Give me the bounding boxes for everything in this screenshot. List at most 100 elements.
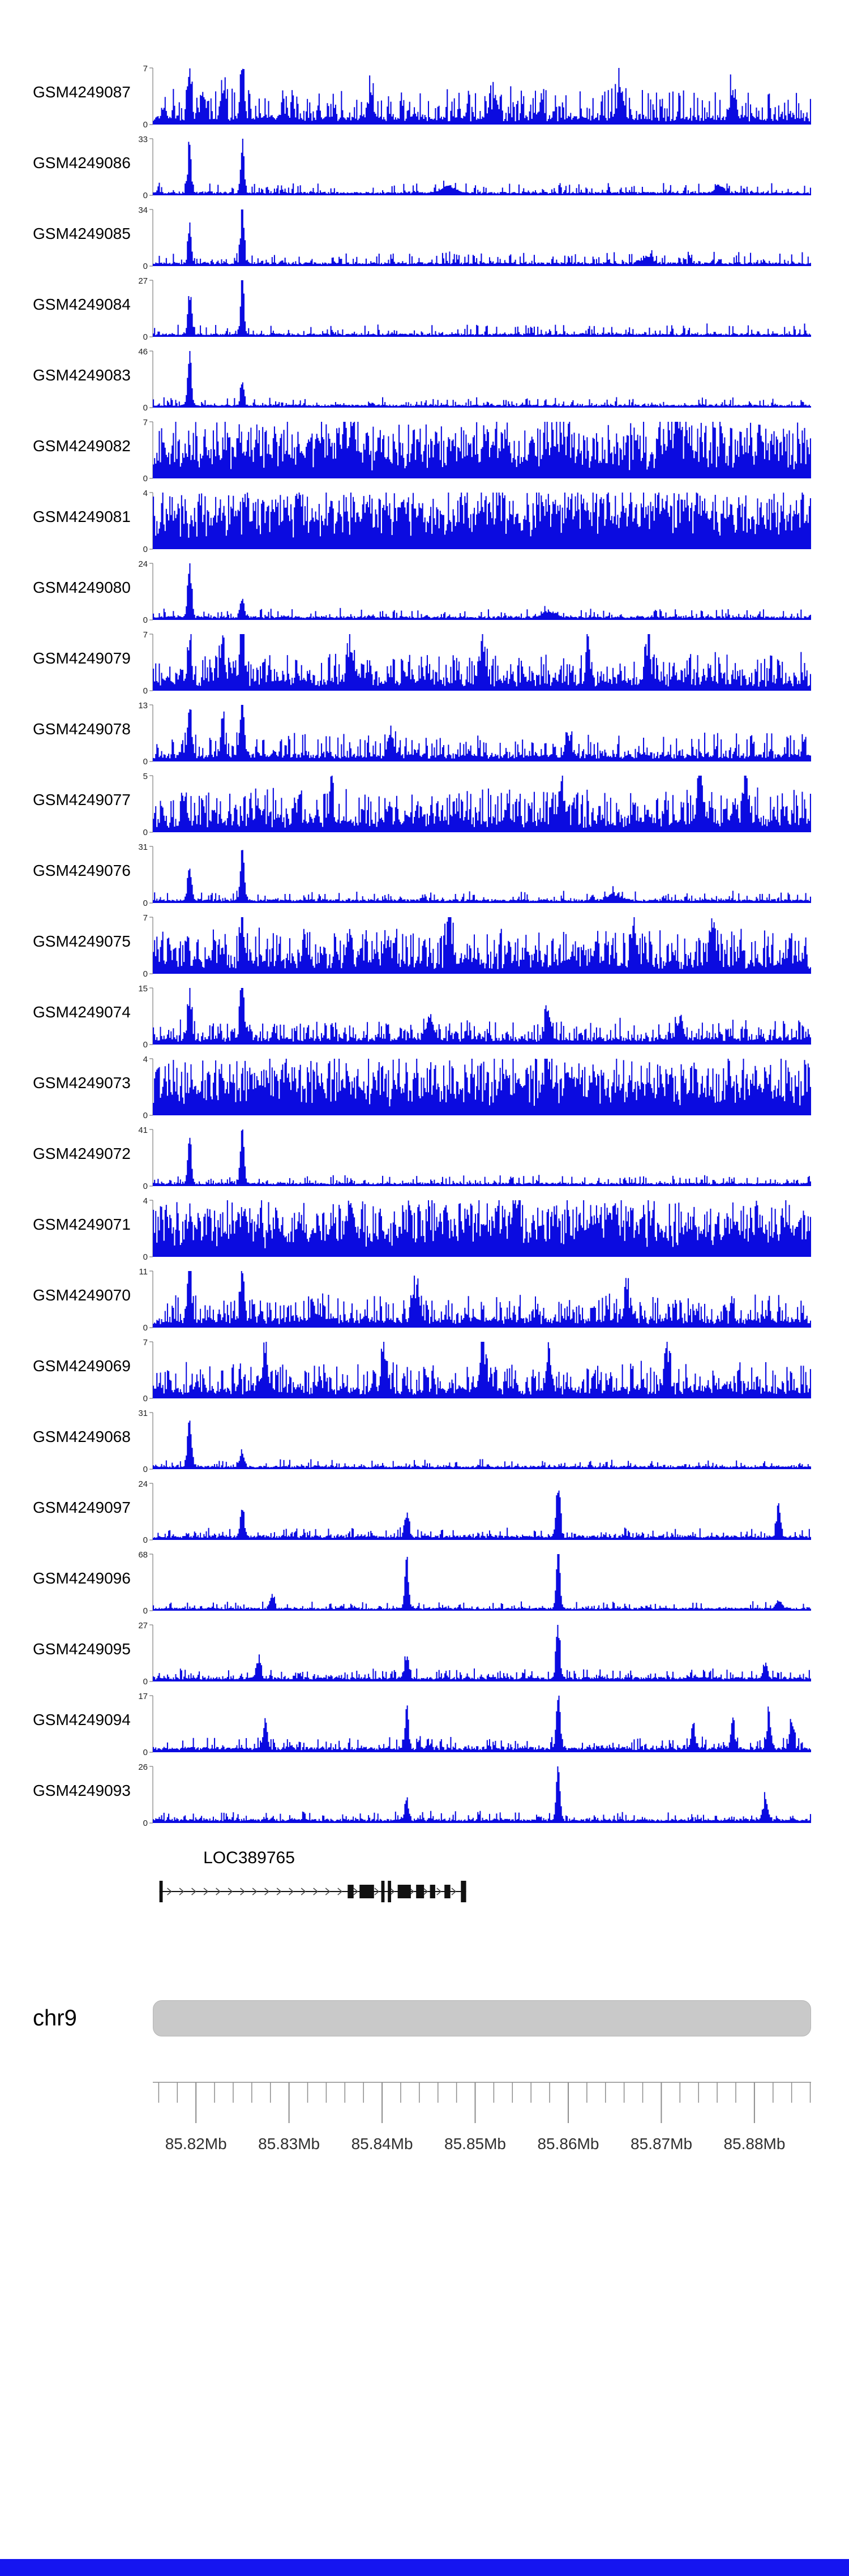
exon-box: [359, 1885, 374, 1898]
coverage-signal-area: [153, 705, 811, 761]
yaxis-max-label: 4: [143, 489, 148, 498]
coverage-signal-area: [153, 1696, 811, 1752]
coverage-signal-plot: 11 0: [139, 1267, 811, 1330]
yaxis-max-label: 31: [138, 842, 148, 852]
strand-arrow-icon: [313, 1888, 318, 1895]
gene-name-label: LOC389765: [203, 1848, 295, 1867]
genome-axis-row: 85.82Mb 85.83Mb 85.84Mb 85.85Mb 85.86Mb 85.87…: [0, 2065, 849, 2170]
yaxis-min-label: 0: [143, 1535, 148, 1543]
exon-box: [381, 1881, 385, 1902]
coverage-track-row: GSM4249068 31 0: [0, 1401, 849, 1472]
coverage-signal-area: [153, 988, 811, 1045]
coverage-signal-area: [153, 68, 811, 125]
track-sample-label: GSM4249071: [33, 1215, 131, 1233]
track-sample-label: GSM4249085: [33, 224, 131, 242]
yaxis-max-label: 46: [138, 347, 148, 357]
yaxis-min-label: 0: [143, 474, 148, 481]
coverage-track-row: GSM4249093 26 0: [0, 1755, 849, 1826]
coverage-signal-plot: 17 0: [138, 1692, 811, 1755]
coverage-signal-plot: 27 0: [138, 1621, 811, 1684]
yaxis-max-label: 24: [138, 1479, 148, 1489]
exon-box: [461, 1881, 466, 1902]
track-sample-label: GSM4249096: [33, 1569, 131, 1587]
coverage-signal-plot: 24 0: [138, 1479, 811, 1543]
coverage-signal-plot: 50: [143, 772, 811, 835]
yaxis-min-label: 0: [143, 1040, 148, 1047]
strand-arrow-icon: [436, 1888, 441, 1895]
track-sample-label: GSM4249072: [33, 1144, 131, 1162]
coverage-track-row: GSM4249096 68 0: [0, 1543, 849, 1614]
exon-box: [444, 1885, 451, 1898]
axis-tick-label: 85.84Mb: [351, 2135, 413, 2153]
track-sample-label: GSM4249081: [33, 507, 131, 525]
coverage-signal-area: [153, 917, 811, 974]
bottom-blue-bar: [0, 2559, 849, 2576]
coverage-track-row: GSM4249083 46 0: [0, 340, 849, 410]
yaxis-max-label: 27: [138, 276, 148, 286]
coverage-track-row: GSM4249087 7 0: [0, 57, 849, 127]
yaxis-min-label: 0: [143, 686, 148, 694]
track-sample-label: GSM4249093: [33, 1781, 131, 1799]
coverage-signal-plot: 15 0: [138, 984, 811, 1047]
track-sample-label: GSM4249070: [33, 1286, 131, 1304]
coverage-signal-plot: 68 0: [138, 1550, 811, 1614]
yaxis-min-label: 0: [143, 1182, 148, 1189]
strand-arrow-icon: [179, 1888, 185, 1895]
yaxis-max-label: 41: [138, 1126, 148, 1135]
yaxis-min-label: 0: [143, 1252, 148, 1260]
yaxis-min-label: 0: [143, 262, 148, 269]
yaxis-min-label: 0: [143, 1394, 148, 1401]
yaxis-max-label: 7: [143, 1338, 148, 1347]
coverage-signal-plot: 70: [143, 1338, 811, 1401]
track-sample-label: GSM4249069: [33, 1357, 131, 1375]
strand-arrow-icon: [325, 1888, 331, 1895]
strand-arrow-icon: [228, 1888, 233, 1895]
coverage-signal-plot: 40: [143, 1055, 811, 1118]
coverage-signal-area: [153, 850, 811, 903]
yaxis-min-label: 0: [143, 403, 148, 410]
coverage-track-row: GSM4249084 27 0: [0, 269, 849, 340]
coverage-track-row: GSM4249070 11 0: [0, 1260, 849, 1330]
strand-arrow-icon: [276, 1888, 282, 1895]
strand-arrow-icon: [203, 1888, 209, 1895]
track-sample-label: GSM4249079: [33, 649, 131, 667]
yaxis-max-label: 7: [143, 418, 148, 427]
strand-arrow-icon: [389, 1888, 395, 1895]
track-sample-label: GSM4249075: [33, 932, 131, 950]
track-sample-label: GSM4249086: [33, 153, 131, 172]
track-sample-label: GSM4249097: [33, 1498, 131, 1516]
yaxis-max-label: 4: [143, 1055, 148, 1064]
strand-arrow-icon: [451, 1888, 457, 1895]
coverage-signal-area: [153, 351, 811, 408]
coverage-signal-area: [153, 1129, 811, 1186]
track-sample-label: GSM4249084: [33, 295, 131, 313]
coverage-track-row: GSM4249072 41 0: [0, 1118, 849, 1189]
coverage-signal-area: [153, 209, 811, 266]
track-sample-label: GSM4249068: [33, 1427, 131, 1445]
coverage-track-row: GSM4249085 34 0: [0, 198, 849, 269]
coverage-signal-area: [153, 1420, 811, 1469]
coverage-track-row: GSM4249081 4 0: [0, 481, 849, 552]
coverage-signal-plot: 31 0: [138, 1409, 811, 1472]
yaxis-min-label: 0: [143, 969, 148, 977]
yaxis-min-label: 0: [143, 615, 148, 623]
strand-arrow-icon: [252, 1888, 258, 1895]
strand-arrow-icon: [423, 1888, 428, 1895]
track-sample-label: GSM4249073: [33, 1073, 131, 1092]
coverage-signal-plot: 70: [143, 418, 811, 481]
yaxis-min-label: 0: [143, 545, 148, 552]
yaxis-max-label: 31: [138, 1409, 148, 1418]
gene-model: [159, 1881, 466, 1902]
strand-arrow-icon: [191, 1888, 196, 1895]
axis-tick-label: 85.85Mb: [444, 2135, 506, 2153]
genome-axis: 85.82Mb 85.83Mb 85.84Mb 85.85Mb 85.86Mb 85.87…: [153, 2082, 811, 2153]
strand-arrow-icon: [264, 1888, 269, 1895]
coverage-track-row: GSM4249097 24 0: [0, 1472, 849, 1543]
yaxis-min-label: 0: [143, 120, 148, 127]
coverage-signal-plot: 33 0: [138, 135, 811, 198]
coverage-track-row: GSM4249086 33 0: [0, 127, 849, 198]
yaxis-min-label: 0: [143, 191, 148, 198]
coverage-track-row: GSM4249076 31 0: [0, 835, 849, 906]
yaxis-max-label: 7: [143, 64, 148, 74]
yaxis-max-label: 34: [138, 206, 148, 215]
